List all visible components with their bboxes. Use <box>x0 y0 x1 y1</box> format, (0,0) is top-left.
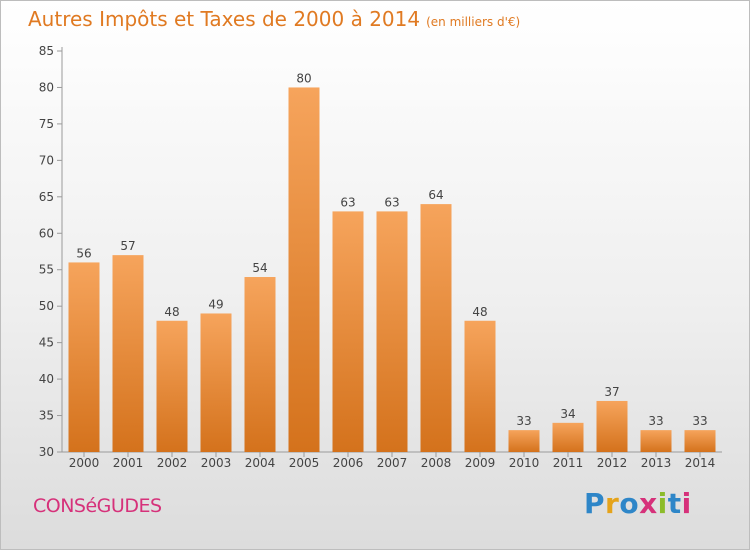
y-tick-label: 85 <box>39 44 54 58</box>
logo-letter: t <box>667 487 682 520</box>
commune-name: CONSéGUDES <box>33 495 162 517</box>
x-tick-label: 2007 <box>377 456 408 470</box>
data-label: 33 <box>692 414 707 428</box>
x-tick-label: 2012 <box>597 456 628 470</box>
data-label: 54 <box>252 261 267 275</box>
proxiti-logo: Proxiti <box>584 487 692 520</box>
data-label: 64 <box>428 188 443 202</box>
axis-layer: 30 35 40 45 50 55 60 65 70 75 80 85 2000 2001 2002 2003… <box>39 44 722 470</box>
y-tick-label: 60 <box>39 226 54 240</box>
y-tick-label: 65 <box>39 190 54 204</box>
x-tick-label: 2009 <box>465 456 496 470</box>
bar <box>420 204 452 452</box>
x-tick-label: 2003 <box>201 456 232 470</box>
bar <box>244 277 276 452</box>
x-tick-label: 2008 <box>421 456 452 470</box>
title-row: Autres Impôts et Taxes de 2000 à 2014 (en… <box>28 7 520 31</box>
y-tick-label: 75 <box>39 117 54 131</box>
x-tick-label: 2010 <box>509 456 540 470</box>
logo-letter: i <box>681 487 692 520</box>
bar <box>508 430 540 452</box>
bar <box>464 320 496 452</box>
y-tick-label: 30 <box>39 445 54 459</box>
y-tick-label: 45 <box>39 336 54 350</box>
logo-letter: P <box>584 487 606 520</box>
data-label: 49 <box>208 297 223 311</box>
bar <box>640 430 672 452</box>
x-tick-label: 2006 <box>333 456 364 470</box>
y-tick-label: 70 <box>39 153 54 167</box>
data-label: 57 <box>120 239 135 253</box>
bar <box>552 422 584 452</box>
bar <box>156 320 188 452</box>
logo-letter: o <box>619 487 640 520</box>
chart-subtitle: (en milliers d'€) <box>426 15 521 29</box>
y-tick-label: 35 <box>39 409 54 423</box>
x-tick-label: 2014 <box>685 456 716 470</box>
x-tick-label: 2005 <box>289 456 320 470</box>
y-tick-label: 40 <box>39 372 54 386</box>
x-tick-label: 2011 <box>553 456 584 470</box>
data-label: 48 <box>472 305 487 319</box>
bar-layer: 56 57 48 49 54 80 63 63 64 48 33 34 37 33 33 <box>68 71 716 453</box>
data-label: 80 <box>296 71 311 85</box>
bar <box>112 255 144 452</box>
data-label: 37 <box>604 385 619 399</box>
bar <box>596 400 628 452</box>
chart-title: Autres Impôts et Taxes de 2000 à 2014 <box>28 7 421 31</box>
data-label: 56 <box>76 246 91 260</box>
y-tick-label: 50 <box>39 299 54 313</box>
bar <box>376 211 408 452</box>
data-label: 34 <box>560 407 575 421</box>
x-tick-label: 2004 <box>245 456 276 470</box>
data-label: 63 <box>340 195 355 209</box>
data-label: 33 <box>648 414 663 428</box>
x-tick-label: 2001 <box>113 456 144 470</box>
bar <box>288 87 320 453</box>
y-tick-label: 55 <box>39 263 54 277</box>
data-label: 33 <box>516 414 531 428</box>
bar <box>684 430 716 452</box>
y-tick-label: 80 <box>39 80 54 94</box>
x-tick-label: 2000 <box>69 456 100 470</box>
logo-letter: i <box>657 487 668 520</box>
x-tick-label: 2002 <box>157 456 188 470</box>
logo-letter: x <box>639 487 658 520</box>
data-label: 63 <box>384 195 399 209</box>
x-tick-label: 2013 <box>641 456 672 470</box>
bar <box>332 211 364 452</box>
bar <box>68 262 100 452</box>
bar <box>200 313 232 452</box>
data-label: 48 <box>164 305 179 319</box>
logo-letter: r <box>605 487 620 520</box>
